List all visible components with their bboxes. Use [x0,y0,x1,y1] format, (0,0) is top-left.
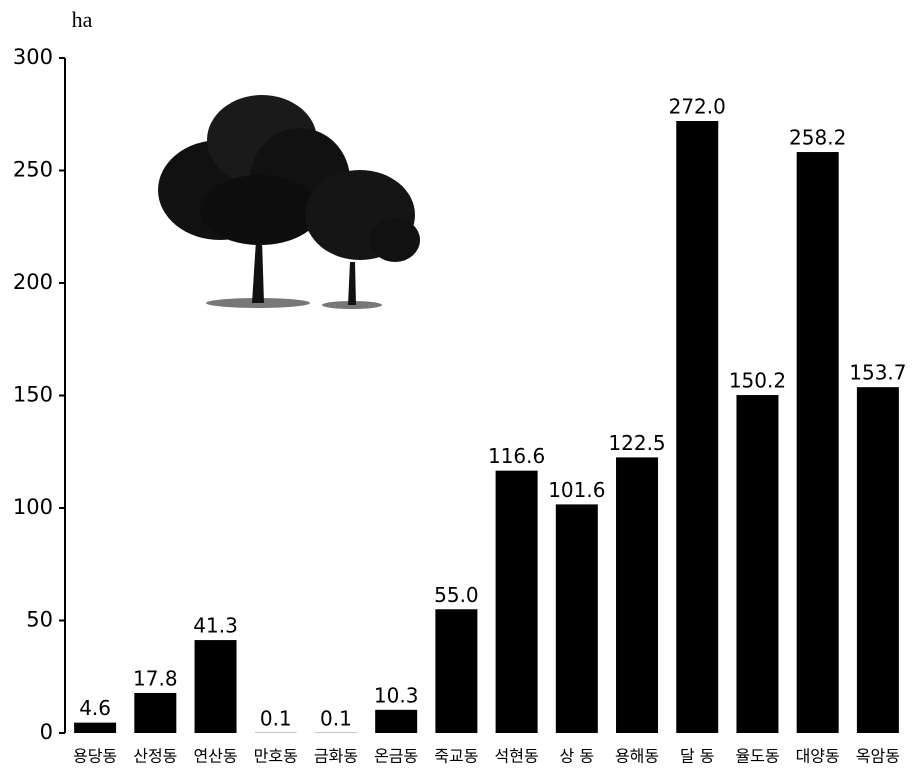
bar [856,387,899,733]
value-label: 122.5 [608,431,665,455]
bar [375,709,418,733]
value-label: 101.6 [548,478,605,502]
value-label: 10.3 [374,683,419,707]
x-tick-label: 만호동 [254,747,298,766]
value-label: 55.0 [434,583,479,607]
x-tick-label: 달 동 [680,747,715,766]
y-axis-unit: ha [72,7,93,32]
bar [736,395,779,733]
value-label: 258.2 [789,126,846,150]
x-tick-label: 율도동 [735,747,779,766]
value-label: 153.7 [849,361,906,385]
y-tick-label: 200 [13,270,53,294]
bar [435,609,478,733]
y-tick-label: 150 [13,383,53,407]
bar [134,692,177,733]
bar [555,504,598,733]
x-tick-label: 연산동 [193,747,237,766]
value-label: 116.6 [488,444,545,468]
bar [676,121,719,733]
x-tick-label: 온금동 [374,747,418,766]
value-label: 150.2 [729,369,786,393]
x-tick-label: 용당동 [73,747,117,766]
x-tick-label: 대양동 [796,747,840,766]
y-tick-label: 300 [13,45,53,69]
y-tick-label: 250 [13,158,53,182]
x-tick-label: 용해동 [615,747,659,766]
x-tick-label: 산정동 [133,747,177,766]
value-label: 17.8 [133,666,178,690]
value-label: 0.1 [320,706,352,730]
bar [194,640,237,733]
bar [74,722,117,733]
bar [796,152,839,734]
x-tick-label: 옥암동 [856,747,900,766]
value-label: 272.0 [669,95,726,119]
x-tick-label: 죽교동 [434,747,478,766]
tree-illustration [158,95,420,309]
x-tick-label: 금화동 [314,747,358,766]
x-tick-label: 상 동 [560,747,595,766]
y-tick-label: 100 [13,495,53,519]
y-tick-label: 50 [26,608,53,632]
value-label: 4.6 [79,696,111,720]
value-label: 41.3 [193,614,238,638]
y-tick-label: 0 [40,720,53,744]
value-label: 0.1 [260,706,292,730]
bar [616,457,659,733]
bar [495,470,538,733]
x-tick-label: 석현동 [495,747,539,766]
